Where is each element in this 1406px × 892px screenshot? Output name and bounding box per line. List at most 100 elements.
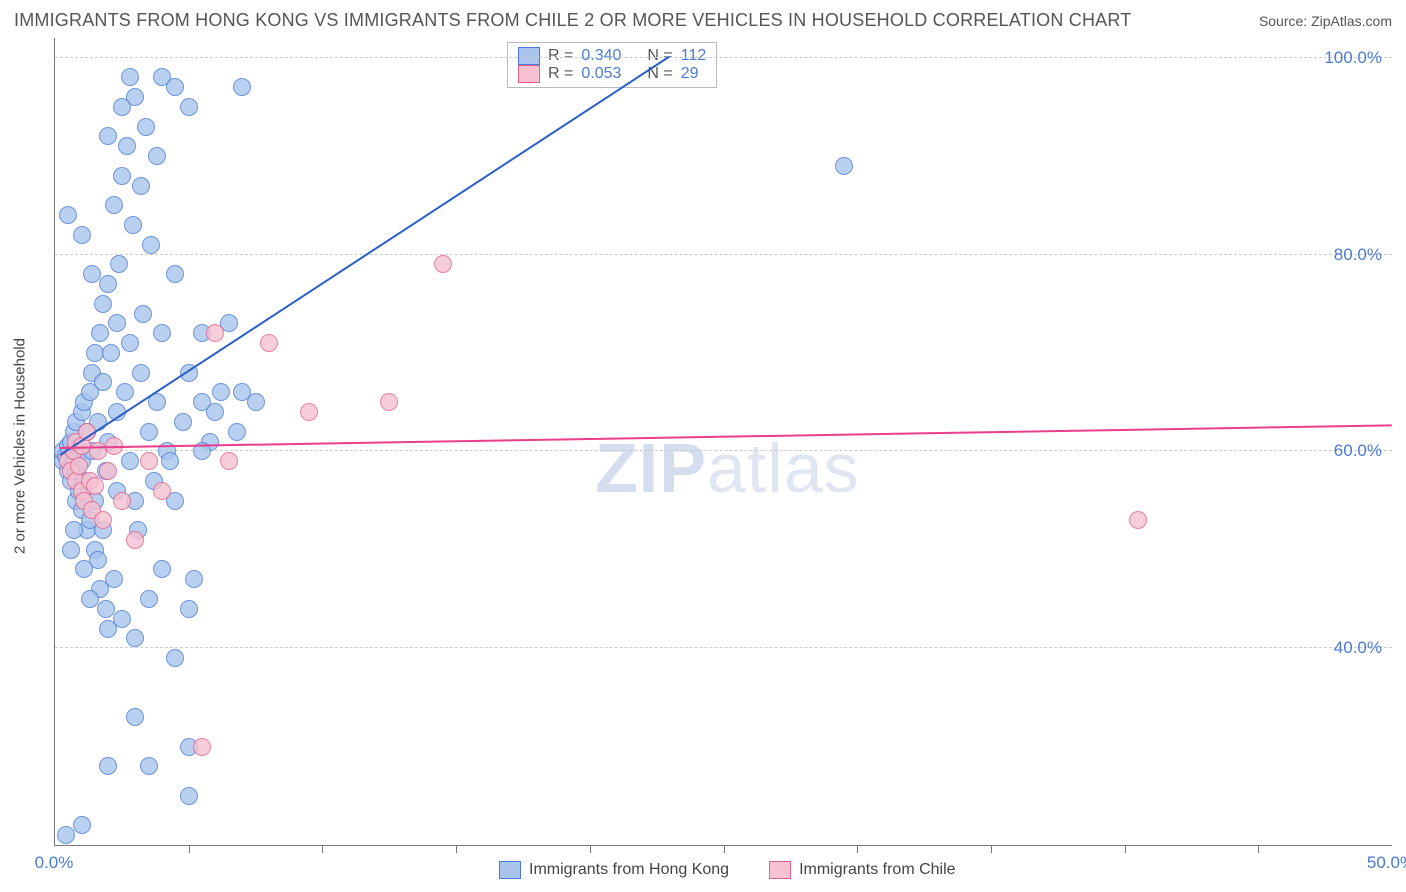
- x-tick: [456, 845, 457, 853]
- data-point-cl: [113, 492, 131, 510]
- data-point-hk: [91, 324, 109, 342]
- y-tick-label: 80.0%: [1334, 245, 1382, 265]
- y-tick-label: 60.0%: [1334, 441, 1382, 461]
- legend-swatch: [518, 65, 540, 83]
- data-point-hk: [153, 560, 171, 578]
- data-point-hk: [134, 305, 152, 323]
- y-axis-label: 2 or more Vehicles in Household: [12, 338, 29, 554]
- data-point-hk: [116, 383, 134, 401]
- x-tick: [189, 845, 190, 853]
- data-point-hk: [137, 118, 155, 136]
- data-point-hk: [140, 590, 158, 608]
- data-point-hk: [228, 423, 246, 441]
- data-point-hk: [247, 393, 265, 411]
- data-point-hk: [97, 600, 115, 618]
- data-point-hk: [148, 147, 166, 165]
- data-point-hk: [81, 590, 99, 608]
- data-point-cl: [153, 482, 171, 500]
- data-point-hk: [835, 157, 853, 175]
- gridline: [55, 57, 1392, 58]
- data-point-cl: [220, 452, 238, 470]
- legend-item-cl: Immigrants from Chile: [769, 861, 955, 879]
- data-point-hk: [161, 452, 179, 470]
- data-point-cl: [300, 403, 318, 421]
- x-tick: [590, 845, 591, 853]
- data-point-hk: [132, 364, 150, 382]
- data-point-hk: [65, 521, 83, 539]
- data-point-hk: [174, 413, 192, 431]
- data-point-hk: [108, 314, 126, 332]
- chart-title: IMMIGRANTS FROM HONG KONG VS IMMIGRANTS …: [14, 10, 1131, 31]
- data-point-hk: [75, 560, 93, 578]
- gridline: [55, 450, 1392, 451]
- source-value: ZipAtlas.com: [1311, 13, 1392, 29]
- watermark-bold: ZIP: [595, 429, 707, 507]
- data-point-hk: [180, 98, 198, 116]
- data-point-hk: [73, 816, 91, 834]
- data-point-hk: [121, 68, 139, 86]
- data-point-hk: [121, 334, 139, 352]
- x-tick: [991, 845, 992, 853]
- data-point-hk: [166, 265, 184, 283]
- gridline: [55, 254, 1392, 255]
- data-point-hk: [105, 196, 123, 214]
- y-tick-label: 100.0%: [1324, 48, 1382, 68]
- data-point-cl: [99, 462, 117, 480]
- data-point-hk: [59, 206, 77, 224]
- data-point-hk: [99, 757, 117, 775]
- data-point-cl: [94, 511, 112, 529]
- data-point-hk: [110, 255, 128, 273]
- data-point-cl: [434, 255, 452, 273]
- legend-row-cl: R =0.053N =29: [518, 65, 706, 83]
- data-point-hk: [99, 275, 117, 293]
- data-point-cl: [86, 477, 104, 495]
- data-point-hk: [140, 423, 158, 441]
- data-point-hk: [180, 600, 198, 618]
- data-point-hk: [233, 78, 251, 96]
- legend-top: R =0.340N =112R =0.053N =29: [507, 42, 717, 88]
- data-point-hk: [126, 708, 144, 726]
- data-point-hk: [57, 826, 75, 844]
- data-point-hk: [73, 226, 91, 244]
- data-point-cl: [206, 324, 224, 342]
- data-point-cl: [140, 452, 158, 470]
- data-point-cl: [193, 738, 211, 756]
- scatter-plot: ZIPatlas R =0.340N =112R =0.053N =29 Imm…: [54, 38, 1392, 846]
- data-point-hk: [113, 98, 131, 116]
- trend-line-hk: [60, 56, 671, 456]
- legend-item-hk: Immigrants from Hong Kong: [499, 861, 729, 879]
- data-point-cl: [126, 531, 144, 549]
- data-point-hk: [105, 570, 123, 588]
- data-point-hk: [94, 373, 112, 391]
- legend-swatch: [499, 861, 521, 879]
- x-tick-label: 50.0%: [1367, 853, 1406, 873]
- source-prefix: Source:: [1259, 13, 1307, 29]
- x-tick: [724, 845, 725, 853]
- data-point-cl: [1129, 511, 1147, 529]
- data-point-hk: [206, 403, 224, 421]
- legend-label: Immigrants from Chile: [799, 861, 955, 879]
- x-tick: [322, 845, 323, 853]
- gridline: [55, 647, 1392, 648]
- data-point-hk: [83, 265, 101, 283]
- data-point-hk: [102, 344, 120, 362]
- data-point-hk: [180, 787, 198, 805]
- n-value: 29: [681, 65, 699, 83]
- data-point-hk: [140, 757, 158, 775]
- data-point-cl: [260, 334, 278, 352]
- data-point-hk: [121, 452, 139, 470]
- r-value: 0.053: [581, 65, 621, 83]
- x-tick: [857, 845, 858, 853]
- data-point-hk: [124, 216, 142, 234]
- x-tick-label: 0.0%: [35, 853, 74, 873]
- data-point-hk: [62, 541, 80, 559]
- data-point-hk: [166, 649, 184, 667]
- y-tick-label: 40.0%: [1334, 638, 1382, 658]
- legend-bottom: Immigrants from Hong Kong Immigrants from…: [499, 861, 956, 879]
- data-point-hk: [142, 236, 160, 254]
- legend-swatch: [769, 861, 791, 879]
- data-point-hk: [126, 629, 144, 647]
- legend-label: Immigrants from Hong Kong: [529, 861, 729, 879]
- r-label: R =: [548, 65, 573, 83]
- data-point-hk: [132, 177, 150, 195]
